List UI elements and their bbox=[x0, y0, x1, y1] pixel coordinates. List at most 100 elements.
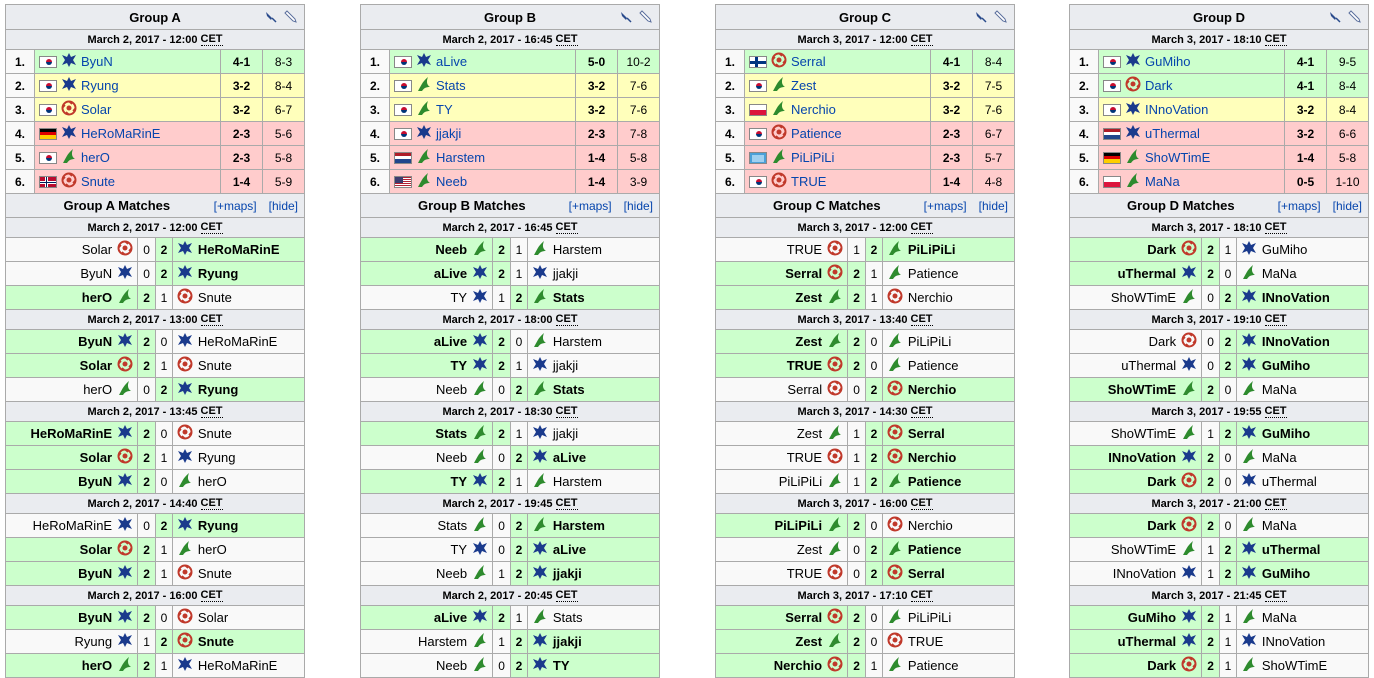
player1-name[interactable]: INnoVation bbox=[1108, 450, 1177, 465]
player1-name[interactable]: Dark bbox=[1147, 518, 1177, 533]
player-link[interactable]: GuMiho bbox=[1145, 54, 1191, 69]
player1-name[interactable]: ShoWTimE bbox=[1110, 290, 1177, 305]
player1-name[interactable]: TY bbox=[450, 542, 468, 557]
edit-pencil-icon[interactable] bbox=[639, 9, 653, 23]
player2-name[interactable]: INnoVation bbox=[1261, 290, 1330, 305]
player-link[interactable]: Harstem bbox=[436, 150, 486, 165]
player2-name[interactable]: herO bbox=[197, 474, 227, 489]
player1-name[interactable]: Neeb bbox=[436, 382, 468, 397]
player1-name[interactable]: ByuN bbox=[78, 566, 113, 581]
player1-name[interactable]: Solar bbox=[81, 242, 113, 257]
player1-name[interactable]: Zest bbox=[796, 426, 823, 441]
player2-name[interactable]: HeRoMaRinE bbox=[197, 334, 278, 349]
player1-name[interactable]: herO bbox=[81, 290, 113, 305]
player2-name[interactable]: INnoVation bbox=[1261, 334, 1330, 349]
player1-name[interactable]: Neeb bbox=[435, 242, 468, 257]
player1-name[interactable]: Solar bbox=[79, 358, 113, 373]
player2-name[interactable]: aLive bbox=[552, 542, 587, 557]
edit-pencil-icon[interactable] bbox=[994, 9, 1008, 23]
player2-name[interactable]: Nerchio bbox=[907, 518, 953, 533]
player2-name[interactable]: Ryung bbox=[197, 266, 239, 281]
player2-name[interactable]: Harstem bbox=[552, 242, 602, 257]
player1-name[interactable]: Ryung bbox=[74, 634, 113, 649]
player1-name[interactable]: TY bbox=[450, 474, 468, 489]
player2-name[interactable]: Patience bbox=[907, 658, 959, 673]
player-link[interactable]: Solar bbox=[81, 102, 112, 117]
player2-name[interactable]: jjakji bbox=[552, 634, 582, 649]
player2-name[interactable]: Snute bbox=[197, 290, 232, 305]
player2-name[interactable]: Ryung bbox=[197, 518, 239, 533]
player2-name[interactable]: Nerchio bbox=[907, 450, 957, 465]
player1-name[interactable]: Dark bbox=[1147, 242, 1177, 257]
player2-name[interactable]: Snute bbox=[197, 566, 232, 581]
player1-name[interactable]: Zest bbox=[796, 542, 823, 557]
player1-name[interactable]: ByuN bbox=[80, 266, 113, 281]
view-icon[interactable] bbox=[264, 9, 278, 23]
player1-name[interactable]: Serral bbox=[785, 266, 823, 281]
player1-name[interactable]: GuMiho bbox=[1127, 610, 1177, 625]
player1-name[interactable]: Stats bbox=[435, 426, 468, 441]
player1-name[interactable]: herO bbox=[81, 658, 113, 673]
player2-name[interactable]: Serral bbox=[907, 566, 945, 581]
player1-name[interactable]: ShoWTimE bbox=[1110, 542, 1177, 557]
player2-name[interactable]: Harstem bbox=[552, 518, 605, 533]
player-link[interactable]: Dark bbox=[1145, 78, 1173, 93]
player1-name[interactable]: Serral bbox=[785, 610, 823, 625]
player1-name[interactable]: Dark bbox=[1148, 334, 1177, 349]
player2-name[interactable]: jjakji bbox=[552, 266, 579, 281]
player-link[interactable]: jjakji bbox=[436, 126, 462, 141]
player1-name[interactable]: Neeb bbox=[436, 566, 468, 581]
player2-name[interactable]: Solar bbox=[197, 610, 229, 625]
player2-name[interactable]: Harstem bbox=[552, 474, 602, 489]
player1-name[interactable]: TY bbox=[450, 358, 468, 373]
player2-name[interactable]: TRUE bbox=[907, 634, 944, 649]
player-link[interactable]: Neeb bbox=[436, 174, 468, 189]
player-link[interactable]: HeRoMaRinE bbox=[81, 126, 161, 141]
player2-name[interactable]: uThermal bbox=[1261, 542, 1321, 557]
player1-name[interactable]: ByuN bbox=[78, 474, 113, 489]
player2-name[interactable]: Snute bbox=[197, 634, 234, 649]
player1-name[interactable]: ShoWTimE bbox=[1107, 382, 1177, 397]
player2-name[interactable]: Ryung bbox=[197, 450, 236, 465]
show-maps-link[interactable]: [+maps] bbox=[1277, 198, 1321, 213]
player2-name[interactable]: GuMiho bbox=[1261, 358, 1311, 373]
player-link[interactable]: ByuN bbox=[81, 54, 113, 69]
player-link[interactable]: aLive bbox=[436, 54, 468, 69]
player-link[interactable]: herO bbox=[81, 150, 110, 165]
player2-name[interactable]: jjakji bbox=[552, 358, 579, 373]
player2-name[interactable]: Patience bbox=[907, 266, 959, 281]
player2-name[interactable]: GuMiho bbox=[1261, 426, 1311, 441]
player1-name[interactable]: aLive bbox=[433, 610, 468, 625]
player2-name[interactable]: PiLiPiLi bbox=[907, 334, 952, 349]
player1-name[interactable]: Solar bbox=[79, 450, 113, 465]
player2-name[interactable]: Patience bbox=[907, 358, 959, 373]
player2-name[interactable]: Snute bbox=[197, 426, 232, 441]
edit-pencil-icon[interactable] bbox=[1348, 9, 1362, 23]
hide-link[interactable]: [hide] bbox=[1332, 198, 1362, 213]
player2-name[interactable]: PiLiPiLi bbox=[907, 242, 956, 257]
player1-name[interactable]: uThermal bbox=[1121, 358, 1177, 373]
hide-link[interactable]: [hide] bbox=[623, 198, 653, 213]
player2-name[interactable]: PiLiPiLi bbox=[907, 610, 952, 625]
player2-name[interactable]: Harstem bbox=[552, 334, 602, 349]
player-link[interactable]: Serral bbox=[791, 54, 826, 69]
player2-name[interactable]: MaNa bbox=[1261, 382, 1297, 397]
player-link[interactable]: Stats bbox=[436, 78, 466, 93]
player1-name[interactable]: TY bbox=[450, 290, 468, 305]
player-link[interactable]: Patience bbox=[791, 126, 842, 141]
player1-name[interactable]: Serral bbox=[787, 382, 823, 397]
player2-name[interactable]: Patience bbox=[907, 542, 962, 557]
player2-name[interactable]: herO bbox=[197, 542, 227, 557]
player1-name[interactable]: INnoVation bbox=[1112, 566, 1177, 581]
player1-name[interactable]: aLive bbox=[433, 334, 468, 349]
player2-name[interactable]: Ryung bbox=[197, 382, 239, 397]
hide-link[interactable]: [hide] bbox=[978, 198, 1008, 213]
player2-name[interactable]: jjakji bbox=[552, 566, 582, 581]
player1-name[interactable]: Zest bbox=[795, 290, 823, 305]
player2-name[interactable]: Snute bbox=[197, 358, 232, 373]
player-link[interactable]: ShoWTimE bbox=[1145, 150, 1211, 165]
player2-name[interactable]: Nerchio bbox=[907, 290, 953, 305]
player-link[interactable]: PiLiPiLi bbox=[791, 150, 835, 165]
player2-name[interactable]: ShoWTimE bbox=[1261, 658, 1328, 673]
player-link[interactable]: Zest bbox=[791, 78, 817, 93]
